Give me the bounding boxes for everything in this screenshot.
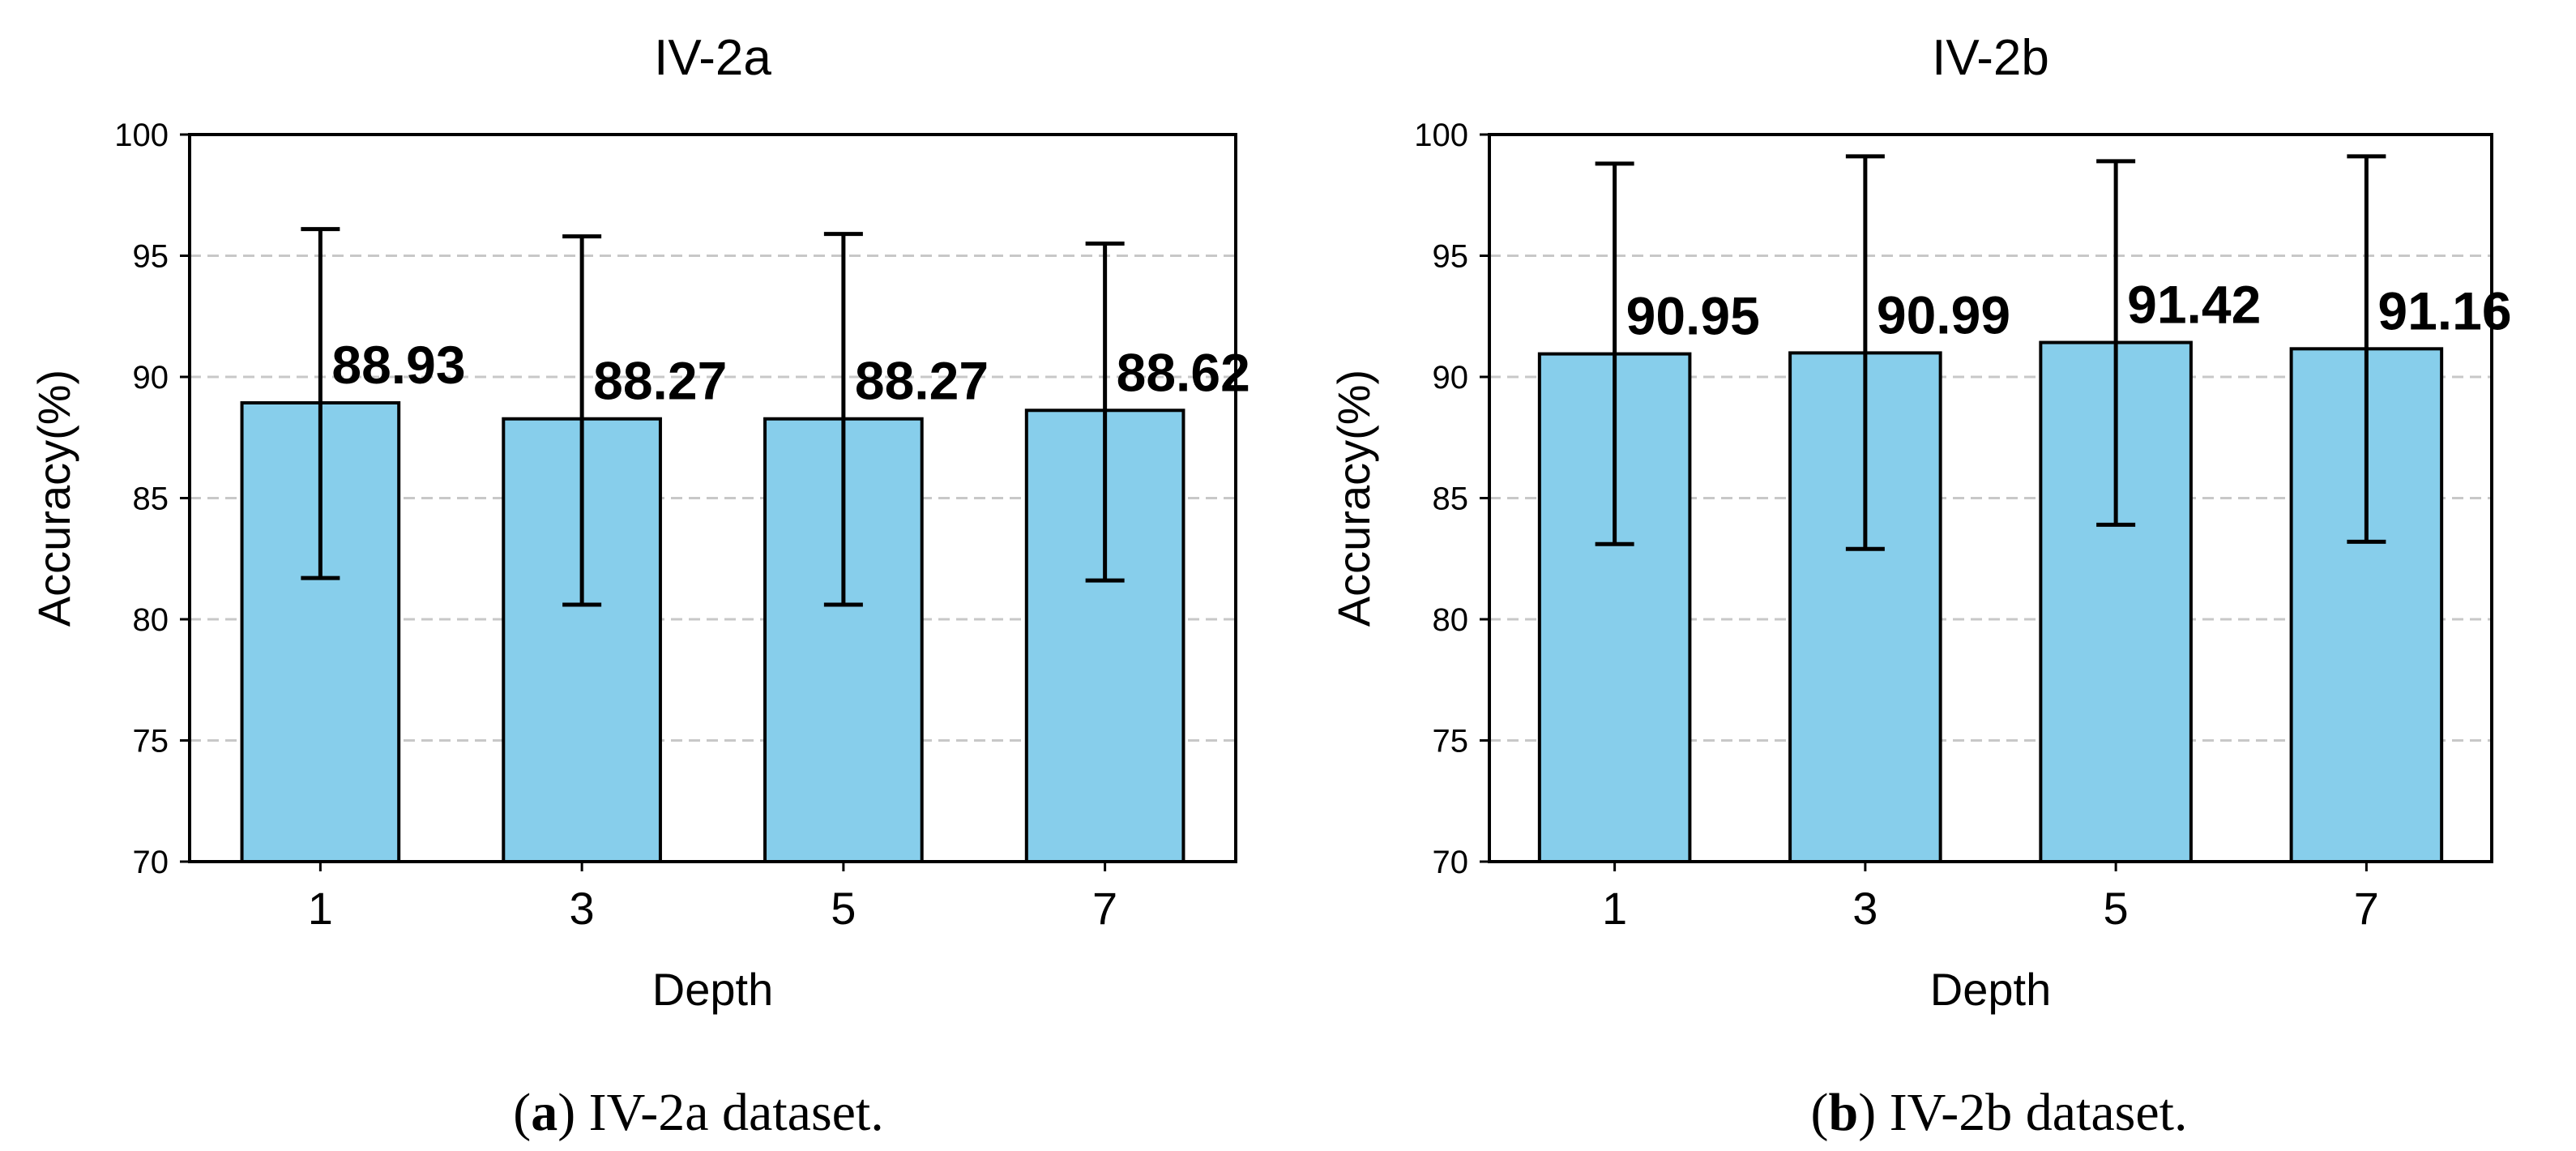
value-label: 90.95 <box>1626 286 1760 346</box>
caption-a-text: IV-2a dataset. <box>575 1083 884 1142</box>
y-tick-label: 100 <box>114 118 169 153</box>
y-tick-label: 95 <box>1433 239 1469 275</box>
y-tick-label: 70 <box>133 845 169 880</box>
x-tick-label: 5 <box>831 883 856 934</box>
x-tick-label: 3 <box>1852 883 1878 934</box>
value-label: 90.99 <box>1877 285 2010 344</box>
value-label: 88.27 <box>855 351 989 411</box>
y-tick-label: 95 <box>133 239 169 275</box>
chart-panel-b: 90.95 1 90.99 3 91.42 5 91.16 7 70 75 80 85 90 95 100 I… <box>1328 30 2512 1015</box>
chart-title: IV-2a <box>654 30 771 86</box>
caption-b-text: IV-2b dataset. <box>1876 1083 2188 1142</box>
value-label: 88.27 <box>593 351 727 411</box>
y-axis-label: Accuracy(%) <box>1328 370 1379 627</box>
caption-a: (a) IV-2a dataset. <box>513 1083 884 1142</box>
caption-b-letter: b <box>1828 1083 1859 1142</box>
x-tick-label: 7 <box>1092 883 1117 934</box>
x-axis-label: Depth <box>1930 964 2051 1015</box>
y-tick-label: 100 <box>1414 118 1468 153</box>
y-tick-label: 85 <box>1433 481 1469 517</box>
chart-panel-a: 88.93 1 88.27 3 88.27 5 88.62 7 70 75 80 85 90 95 100 I… <box>28 30 1250 1015</box>
y-tick-label: 75 <box>133 724 169 759</box>
y-tick-label: 80 <box>1433 602 1469 638</box>
bar <box>240 400 401 864</box>
y-tick-label: 70 <box>1433 845 1469 880</box>
plot-frame <box>188 133 1237 863</box>
x-tick-label: 7 <box>2354 883 2379 934</box>
value-label: 88.93 <box>331 335 465 395</box>
y-tick-label: 85 <box>133 481 169 517</box>
x-tick-label: 5 <box>2104 883 2129 934</box>
value-label: 91.16 <box>2377 280 2511 340</box>
value-label: 88.62 <box>1117 342 1250 402</box>
value-label: 91.42 <box>2127 275 2261 335</box>
y-axis-label: Accuracy(%) <box>28 370 79 627</box>
x-tick-label: 3 <box>570 883 595 934</box>
y-tick-label: 75 <box>1433 724 1469 759</box>
y-tick-label: 80 <box>133 602 169 638</box>
x-axis-label: Depth <box>652 964 773 1015</box>
caption-a-letter: a <box>531 1083 558 1142</box>
plot-frame <box>1488 133 2493 863</box>
x-tick-label: 1 <box>1602 883 1627 934</box>
x-tick-label: 1 <box>308 883 333 934</box>
y-tick-label: 90 <box>133 360 169 396</box>
y-tick-label: 90 <box>1433 360 1469 396</box>
chart-title: IV-2b <box>1932 30 2049 86</box>
caption-b: (b) IV-2b dataset. <box>1810 1083 2188 1142</box>
